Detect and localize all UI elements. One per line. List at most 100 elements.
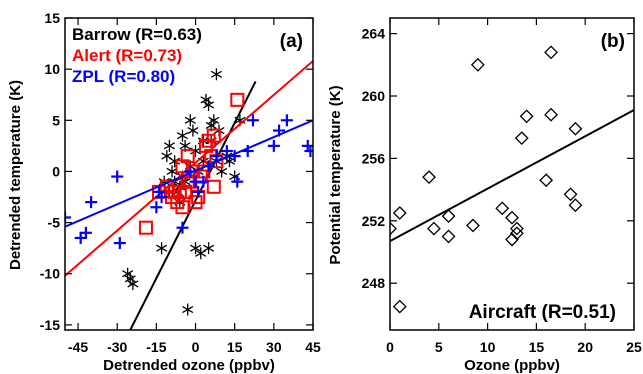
legend-alert: Alert (R=0.73) — [72, 46, 182, 65]
data-point-diamond — [427, 221, 441, 236]
y-tick-label: -10 — [40, 266, 60, 282]
data-point-square — [167, 184, 182, 199]
panel-a-frame — [64, 17, 314, 331]
x-tick-label: -45 — [68, 339, 88, 355]
data-point-square — [175, 200, 190, 215]
data-point-plus — [273, 124, 286, 137]
data-point-diamond — [441, 209, 456, 224]
panel-b-annotation: Aircraft (R=0.51) — [469, 302, 616, 323]
data-point-plus — [155, 191, 168, 204]
data-point-plus — [113, 237, 126, 250]
panel-b-y-axis-label: Potential temperature (K) — [327, 85, 344, 264]
data-point-diamond — [441, 229, 456, 244]
panel-b-label: (b) — [601, 31, 625, 52]
y-tick-label: 15 — [44, 10, 60, 26]
y-tick-label: 256 — [362, 150, 386, 166]
data-point-diamond — [539, 173, 554, 188]
panel-a-marks — [65, 60, 313, 330]
data-point-plus — [241, 144, 254, 157]
data-point-plus — [280, 114, 293, 127]
data-point-plus — [210, 150, 223, 163]
data-point-asterisk — [127, 277, 139, 290]
data-point-diamond — [519, 109, 534, 124]
data-point-asterisk — [187, 124, 199, 137]
x-tick-label: 10 — [480, 339, 496, 355]
data-point-plus — [301, 139, 313, 152]
data-point-diamond — [466, 218, 480, 233]
data-point-plus — [246, 114, 259, 127]
x-tick-label: 15 — [529, 339, 545, 355]
panel-b-ticks: 0 5 10 15 20 25 248 252 256 260 264 — [362, 18, 642, 355]
data-point-plus — [65, 211, 71, 224]
data-point-diamond — [568, 198, 583, 213]
data-point-asterisk — [161, 150, 173, 163]
data-point-plus — [85, 196, 98, 209]
data-point-asterisk — [176, 129, 189, 142]
data-point-asterisk — [169, 155, 181, 168]
data-point-diamond — [568, 121, 583, 136]
data-point-square — [206, 128, 221, 143]
x-tick-label: -15 — [146, 339, 166, 355]
data-point-diamond — [470, 57, 485, 72]
data-point-asterisk — [189, 242, 202, 255]
x-tick-label: 0 — [386, 339, 394, 355]
data-point-asterisk — [203, 98, 215, 111]
data-point-plus — [74, 231, 87, 244]
data-point-plus — [228, 150, 241, 163]
data-point-diamond — [390, 221, 397, 236]
y-tick-label: 264 — [362, 26, 386, 42]
y-tick-label: 5 — [52, 112, 60, 128]
data-point-plus — [192, 185, 205, 198]
data-point-asterisk — [184, 114, 196, 127]
data-point-diamond — [563, 187, 578, 202]
data-point-diamond — [544, 107, 558, 122]
data-point-asterisk — [210, 68, 222, 81]
x-tick-label: 45 — [305, 339, 321, 355]
data-point-diamond — [505, 210, 519, 225]
data-point-plus — [267, 139, 280, 152]
x-tick-label: -30 — [107, 339, 127, 355]
y-tick-label: 252 — [362, 213, 386, 229]
data-point-diamond — [495, 201, 510, 216]
data-point-plus — [304, 144, 313, 157]
data-point-square — [206, 179, 221, 194]
y-tick-label: -5 — [48, 215, 61, 231]
data-point-diamond — [509, 226, 524, 241]
data-point-diamond — [392, 299, 407, 314]
data-point-diamond — [514, 131, 529, 146]
data-point-asterisk — [182, 303, 194, 316]
data-point-diamond — [422, 170, 436, 185]
panel-b-x-axis-label: Ozone (ppbv) — [464, 357, 560, 374]
panel-b: 0 5 10 15 20 25 248 252 256 260 264 (b) Aircraft (… — [327, 17, 642, 374]
data-point-plus — [184, 165, 197, 178]
data-point-square — [175, 159, 190, 174]
data-point-square — [230, 92, 245, 107]
x-tick-label: 5 — [435, 339, 443, 355]
y-tick-label: -15 — [40, 317, 60, 333]
data-point-plus — [111, 170, 124, 183]
panel-b-frame — [389, 17, 635, 331]
panel-a-x-axis-label: Detrended ozone (ppbv) — [103, 357, 275, 374]
data-point-diamond — [392, 206, 407, 220]
x-tick-label: 20 — [577, 339, 593, 355]
legend-barrow: Barrow (R=0.63) — [72, 25, 202, 44]
data-point-diamond — [505, 232, 519, 247]
y-tick-label: 248 — [362, 275, 386, 291]
data-point-plus — [197, 175, 210, 188]
legend-zpl: ZPL (R=0.80) — [72, 67, 175, 86]
data-point-plus — [176, 221, 189, 234]
panel-a: -45 -30 -15 0 15 30 45 -15 -10 -5 0 5 10 15 (a) Barro… — [7, 10, 321, 374]
panel-a-y-axis-label: Detrended temperature (K) — [7, 80, 24, 270]
data-point-plus — [79, 226, 92, 239]
y-tick-label: 10 — [44, 61, 60, 77]
y-tick-label: 260 — [362, 88, 386, 104]
data-point-plus — [231, 175, 244, 188]
fit-line — [390, 109, 634, 242]
data-point-asterisk — [203, 242, 215, 255]
panel-a-ticks: -45 -30 -15 0 15 30 45 -15 -10 -5 0 5 10 15 — [40, 10, 321, 355]
x-tick-label: 25 — [626, 339, 642, 355]
data-point-diamond — [544, 45, 558, 60]
panel-b-marks — [390, 45, 634, 314]
x-tick-label: 15 — [227, 339, 243, 355]
